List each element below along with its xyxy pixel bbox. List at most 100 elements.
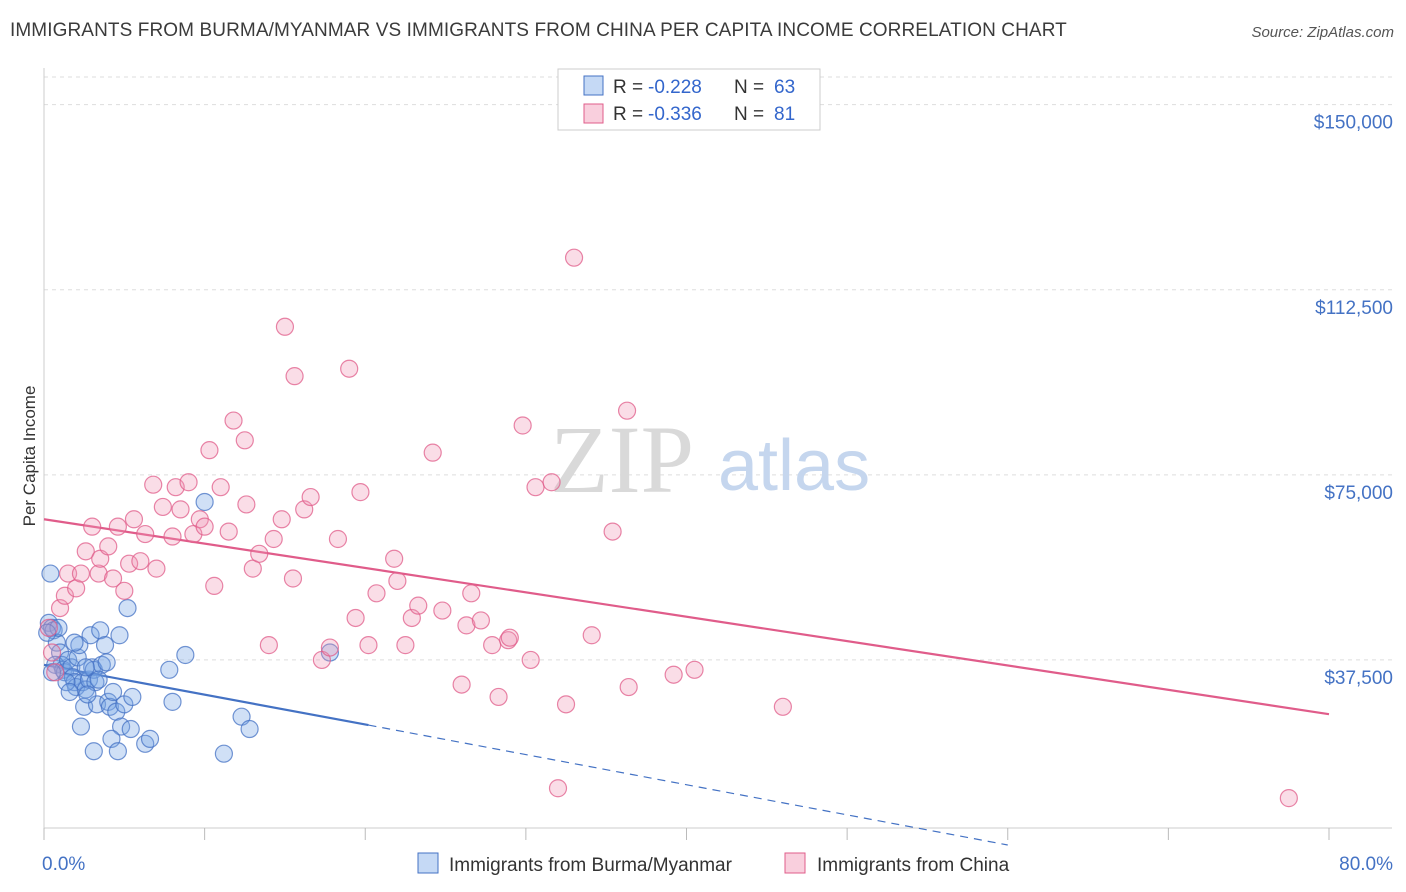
point-china [46, 663, 65, 682]
point-china [773, 697, 792, 716]
point-china [685, 660, 704, 679]
point-china [359, 636, 378, 655]
point-china [664, 665, 683, 684]
series-legend-label-china: Immigrants from China [817, 855, 1010, 876]
legend-r-label-china: R = [613, 104, 643, 125]
point-china [136, 524, 155, 544]
watermark: ZIP atlas [550, 406, 870, 513]
point-china [462, 584, 481, 603]
point-china [171, 500, 190, 519]
point-burma [60, 682, 79, 702]
point-china [548, 779, 568, 798]
legend-n-value-china: 81 [774, 104, 795, 125]
point-china [211, 478, 230, 497]
series-legend-swatch-china [784, 852, 806, 874]
point-china [489, 687, 508, 707]
point-china [200, 441, 219, 460]
point-china [264, 529, 283, 549]
point-china [283, 569, 303, 588]
point-china [328, 529, 348, 549]
point-burma [214, 744, 233, 763]
point-burma [71, 717, 91, 736]
point-china [556, 695, 576, 714]
point-china [103, 569, 123, 588]
point-china [301, 487, 320, 507]
point-china [205, 576, 224, 595]
legend-swatch-china [583, 103, 604, 124]
y-tick-labels: $37,500 $75,000 $112,500 $150,000 [1314, 113, 1393, 689]
point-china [219, 522, 238, 541]
point-china [385, 549, 404, 568]
point-china [83, 517, 102, 536]
trend-lines [43, 518, 1330, 846]
point-china [457, 616, 476, 635]
series-legend: Immigrants from Burma/Myanmar Immigrants… [417, 852, 1010, 876]
point-china [179, 473, 198, 492]
trend-line-burma-extrapolated [368, 724, 1008, 846]
chart-title: IMMIGRANTS FROM BURMA/MYANMAR VS IMMIGRA… [10, 20, 1067, 41]
point-china [131, 552, 150, 571]
point-china [124, 510, 144, 529]
point-china [617, 401, 637, 420]
legend-swatch-burma [583, 75, 604, 96]
point-china [388, 571, 407, 591]
point-china [285, 367, 304, 386]
point-china [521, 650, 540, 670]
axes [43, 68, 1392, 829]
point-china [163, 527, 182, 546]
trend-line-china [43, 518, 1330, 716]
series-legend-label-burma: Immigrants from Burma/Myanmar [449, 855, 733, 876]
point-china [351, 483, 370, 502]
point-china [367, 584, 386, 603]
point-china [423, 443, 442, 462]
point-china [71, 564, 91, 583]
point-china [144, 475, 163, 494]
legend-n-label-burma: N = [734, 77, 764, 98]
trend-line-burma [43, 663, 369, 727]
point-burma [240, 719, 259, 739]
point-china [513, 416, 532, 435]
point-burma [121, 719, 140, 739]
legend-r-value-china: -0.336 [648, 104, 702, 125]
series-legend-swatch-burma [417, 852, 439, 874]
chart-source: Source: ZipAtlas.com [1251, 24, 1394, 41]
legend-r-value-burma: -0.228 [648, 77, 702, 98]
point-china [340, 359, 359, 378]
y-axis-label: Per Capita Income [20, 386, 39, 527]
point-china [250, 544, 269, 563]
point-burma [163, 692, 182, 711]
point-burma [160, 660, 179, 679]
point-burma [123, 687, 142, 707]
point-china [452, 675, 471, 694]
point-china [603, 522, 622, 541]
point-china [115, 581, 134, 600]
point-china [259, 636, 278, 655]
point-china [272, 510, 291, 529]
point-burma [110, 626, 129, 645]
point-china [542, 473, 561, 492]
point-china [39, 618, 58, 637]
point-burma [47, 633, 66, 652]
correlation-legend: R = -0.228 N = 63 R = -0.336 N = 81 [557, 68, 821, 131]
point-china [237, 495, 256, 514]
point-china [483, 636, 502, 655]
point-china [471, 611, 490, 630]
point-china [396, 636, 415, 655]
watermark-atlas: atlas [718, 426, 870, 506]
point-china [99, 537, 118, 556]
point-china [58, 564, 78, 583]
point-burma [108, 742, 127, 761]
point-burma [78, 685, 97, 704]
point-china [1279, 789, 1298, 808]
point-china [433, 601, 452, 620]
point-burma [65, 633, 84, 652]
x-ticks [43, 828, 1330, 840]
point-china [500, 628, 519, 647]
point-china [195, 517, 214, 536]
point-china [89, 564, 108, 583]
x-tick-label-max: 80.0% [1339, 854, 1393, 875]
point-burma [176, 645, 195, 665]
point-burma [195, 492, 214, 512]
point-burma [41, 564, 60, 583]
